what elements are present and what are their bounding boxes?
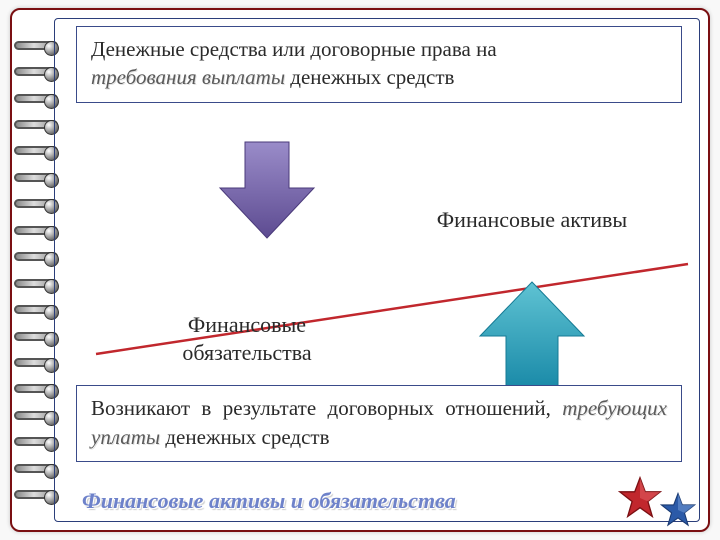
label-liab-l2: обязательства (182, 340, 311, 365)
arrow-down-icon (212, 136, 322, 251)
arrow-up-icon (472, 276, 592, 401)
top-box-line1: Денежные средства или договорные права н… (91, 37, 497, 61)
top-definition-box: Денежные средства или договорные права н… (76, 26, 682, 103)
bottom-box-p1: Возникают в результате договорных отноше… (91, 396, 562, 420)
book-frame: Денежные средства или договорные права н… (10, 8, 710, 532)
bottom-box-p2: денежных средств (160, 425, 329, 449)
label-financial-assets: Финансовые активы (402, 206, 662, 234)
top-box-emph: требования выплаты (91, 65, 285, 89)
top-box-rest: денежных средств (285, 65, 454, 89)
star-blue-icon (660, 492, 696, 528)
label-financial-liabilities: Финансовые обязательства (142, 311, 352, 366)
content-area: Денежные средства или договорные права н… (72, 26, 690, 514)
star-red-icon (618, 476, 662, 520)
label-liab-l1: Финансовые (188, 312, 306, 337)
footer-title: Финансовые активы и обязательства (82, 488, 456, 514)
bottom-definition-box: Возникают в результате договорных отноше… (76, 385, 682, 462)
